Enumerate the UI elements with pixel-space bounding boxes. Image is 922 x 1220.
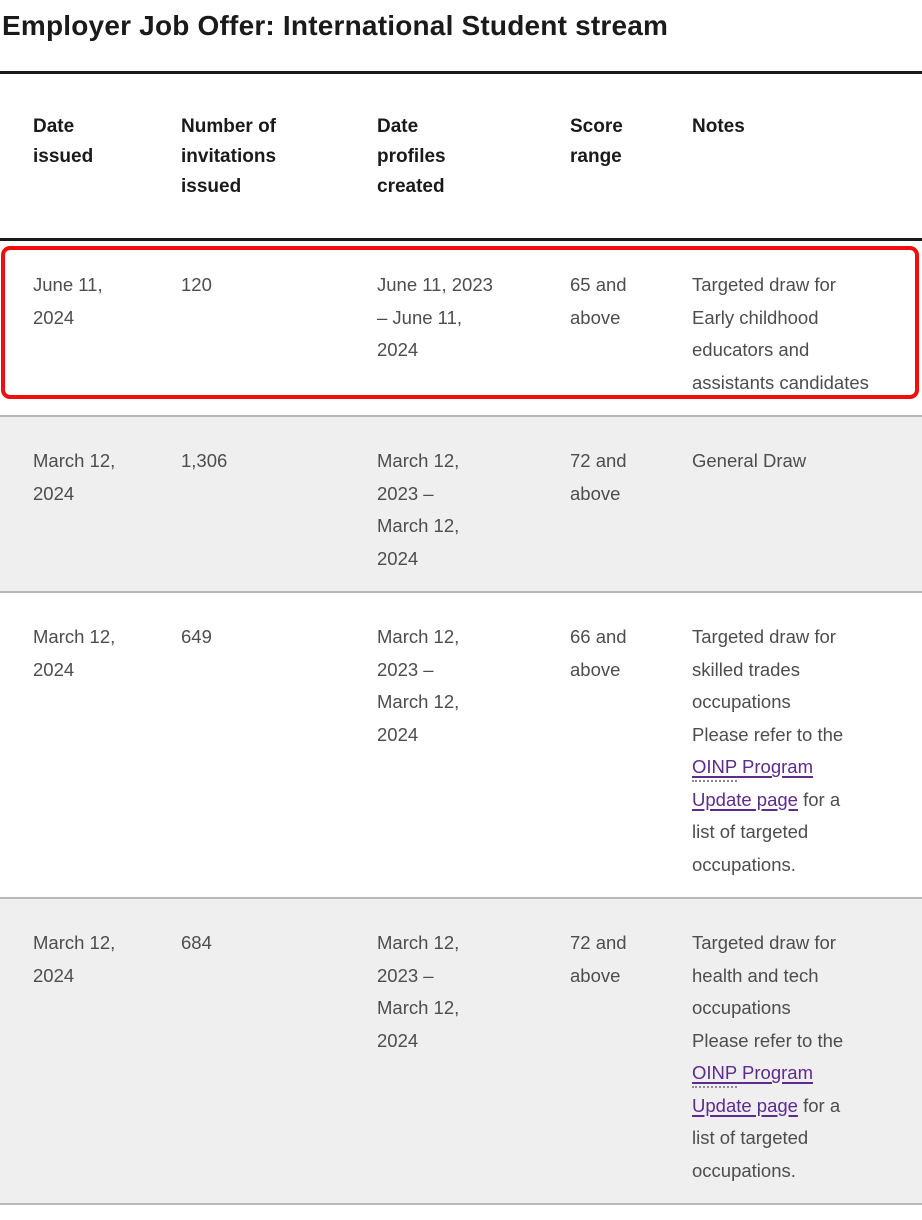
notes-text: for a list of targeted occupations. bbox=[692, 1094, 841, 1181]
cell-notes: Targeted draw for Early childhood educat… bbox=[692, 274, 869, 393]
cell-score-range: 72 and above bbox=[570, 932, 627, 986]
oinp-abbr: OINP bbox=[692, 1062, 737, 1088]
column-header-date-issued: Date issued bbox=[0, 72, 181, 241]
column-header-profiles-created: Date profiles created bbox=[377, 72, 570, 241]
notes-text: Targeted draw for skilled trades occupat… bbox=[692, 626, 844, 745]
cell-profiles-created: March 12, 2023 – March 12, 2024 bbox=[377, 932, 460, 1051]
column-header-score-range: Score range bbox=[570, 72, 692, 241]
cell-score-range: 65 and above bbox=[570, 274, 627, 328]
cell-invitations: 684 bbox=[181, 932, 212, 953]
cell-invitations: 120 bbox=[181, 274, 212, 295]
notes-text: Targeted draw for health and tech occupa… bbox=[692, 932, 844, 1051]
cell-profiles-created: March 12, 2023 – March 12, 2024 bbox=[377, 450, 460, 569]
notes-text: for a list of targeted occupations. bbox=[692, 788, 841, 875]
cell-date-issued: June 11, 2024 bbox=[33, 274, 103, 328]
header-row: Date issued Number of invitations issued… bbox=[0, 72, 922, 241]
cell-notes: General Draw bbox=[692, 450, 807, 471]
oinp-abbr: OINP bbox=[692, 756, 737, 782]
cell-date-issued: March 12, 2024 bbox=[33, 450, 116, 504]
table-row-june-11-2024: June 11, 2024 120 June 11, 2023 – June 1… bbox=[0, 240, 922, 417]
draws-table: Date issued Number of invitations issued… bbox=[0, 71, 922, 1205]
cell-invitations: 1,306 bbox=[181, 450, 228, 471]
page-title: Employer Job Offer: International Studen… bbox=[2, 10, 669, 41]
cell-notes: Targeted draw for health and tech occupa… bbox=[692, 898, 922, 1204]
table-row-march-12-2024-health-tech: March 12, 2024 684 March 12, 2023 – Marc… bbox=[0, 898, 922, 1204]
cell-date-issued: March 12, 2024 bbox=[33, 932, 116, 986]
oinp-program-update-page-link[interactable]: OINP Program Update page bbox=[692, 1062, 813, 1116]
table-header: Date issued Number of invitations issued… bbox=[0, 72, 922, 241]
cell-profiles-created: March 12, 2023 – March 12, 2024 bbox=[377, 626, 460, 745]
oinp-program-update-page-link[interactable]: OINP Program Update page bbox=[692, 756, 813, 810]
table-row-march-12-2024-skilled-trades: March 12, 2024 649 March 12, 2023 – Marc… bbox=[0, 592, 922, 898]
cell-score-range: 66 and above bbox=[570, 626, 627, 680]
cell-invitations: 649 bbox=[181, 626, 212, 647]
cell-score-range: 72 and above bbox=[570, 450, 627, 504]
column-header-notes: Notes bbox=[692, 72, 922, 241]
cell-notes: Targeted draw for skilled trades occupat… bbox=[692, 592, 922, 898]
cell-profiles-created: June 11, 2023 – June 11, 2024 bbox=[377, 274, 493, 360]
table-row-march-12-2024-general: March 12, 2024 1,306 March 12, 2023 – Ma… bbox=[0, 416, 922, 592]
cell-date-issued: March 12, 2024 bbox=[33, 626, 116, 680]
column-header-invitations: Number of invitations issued bbox=[181, 72, 377, 241]
